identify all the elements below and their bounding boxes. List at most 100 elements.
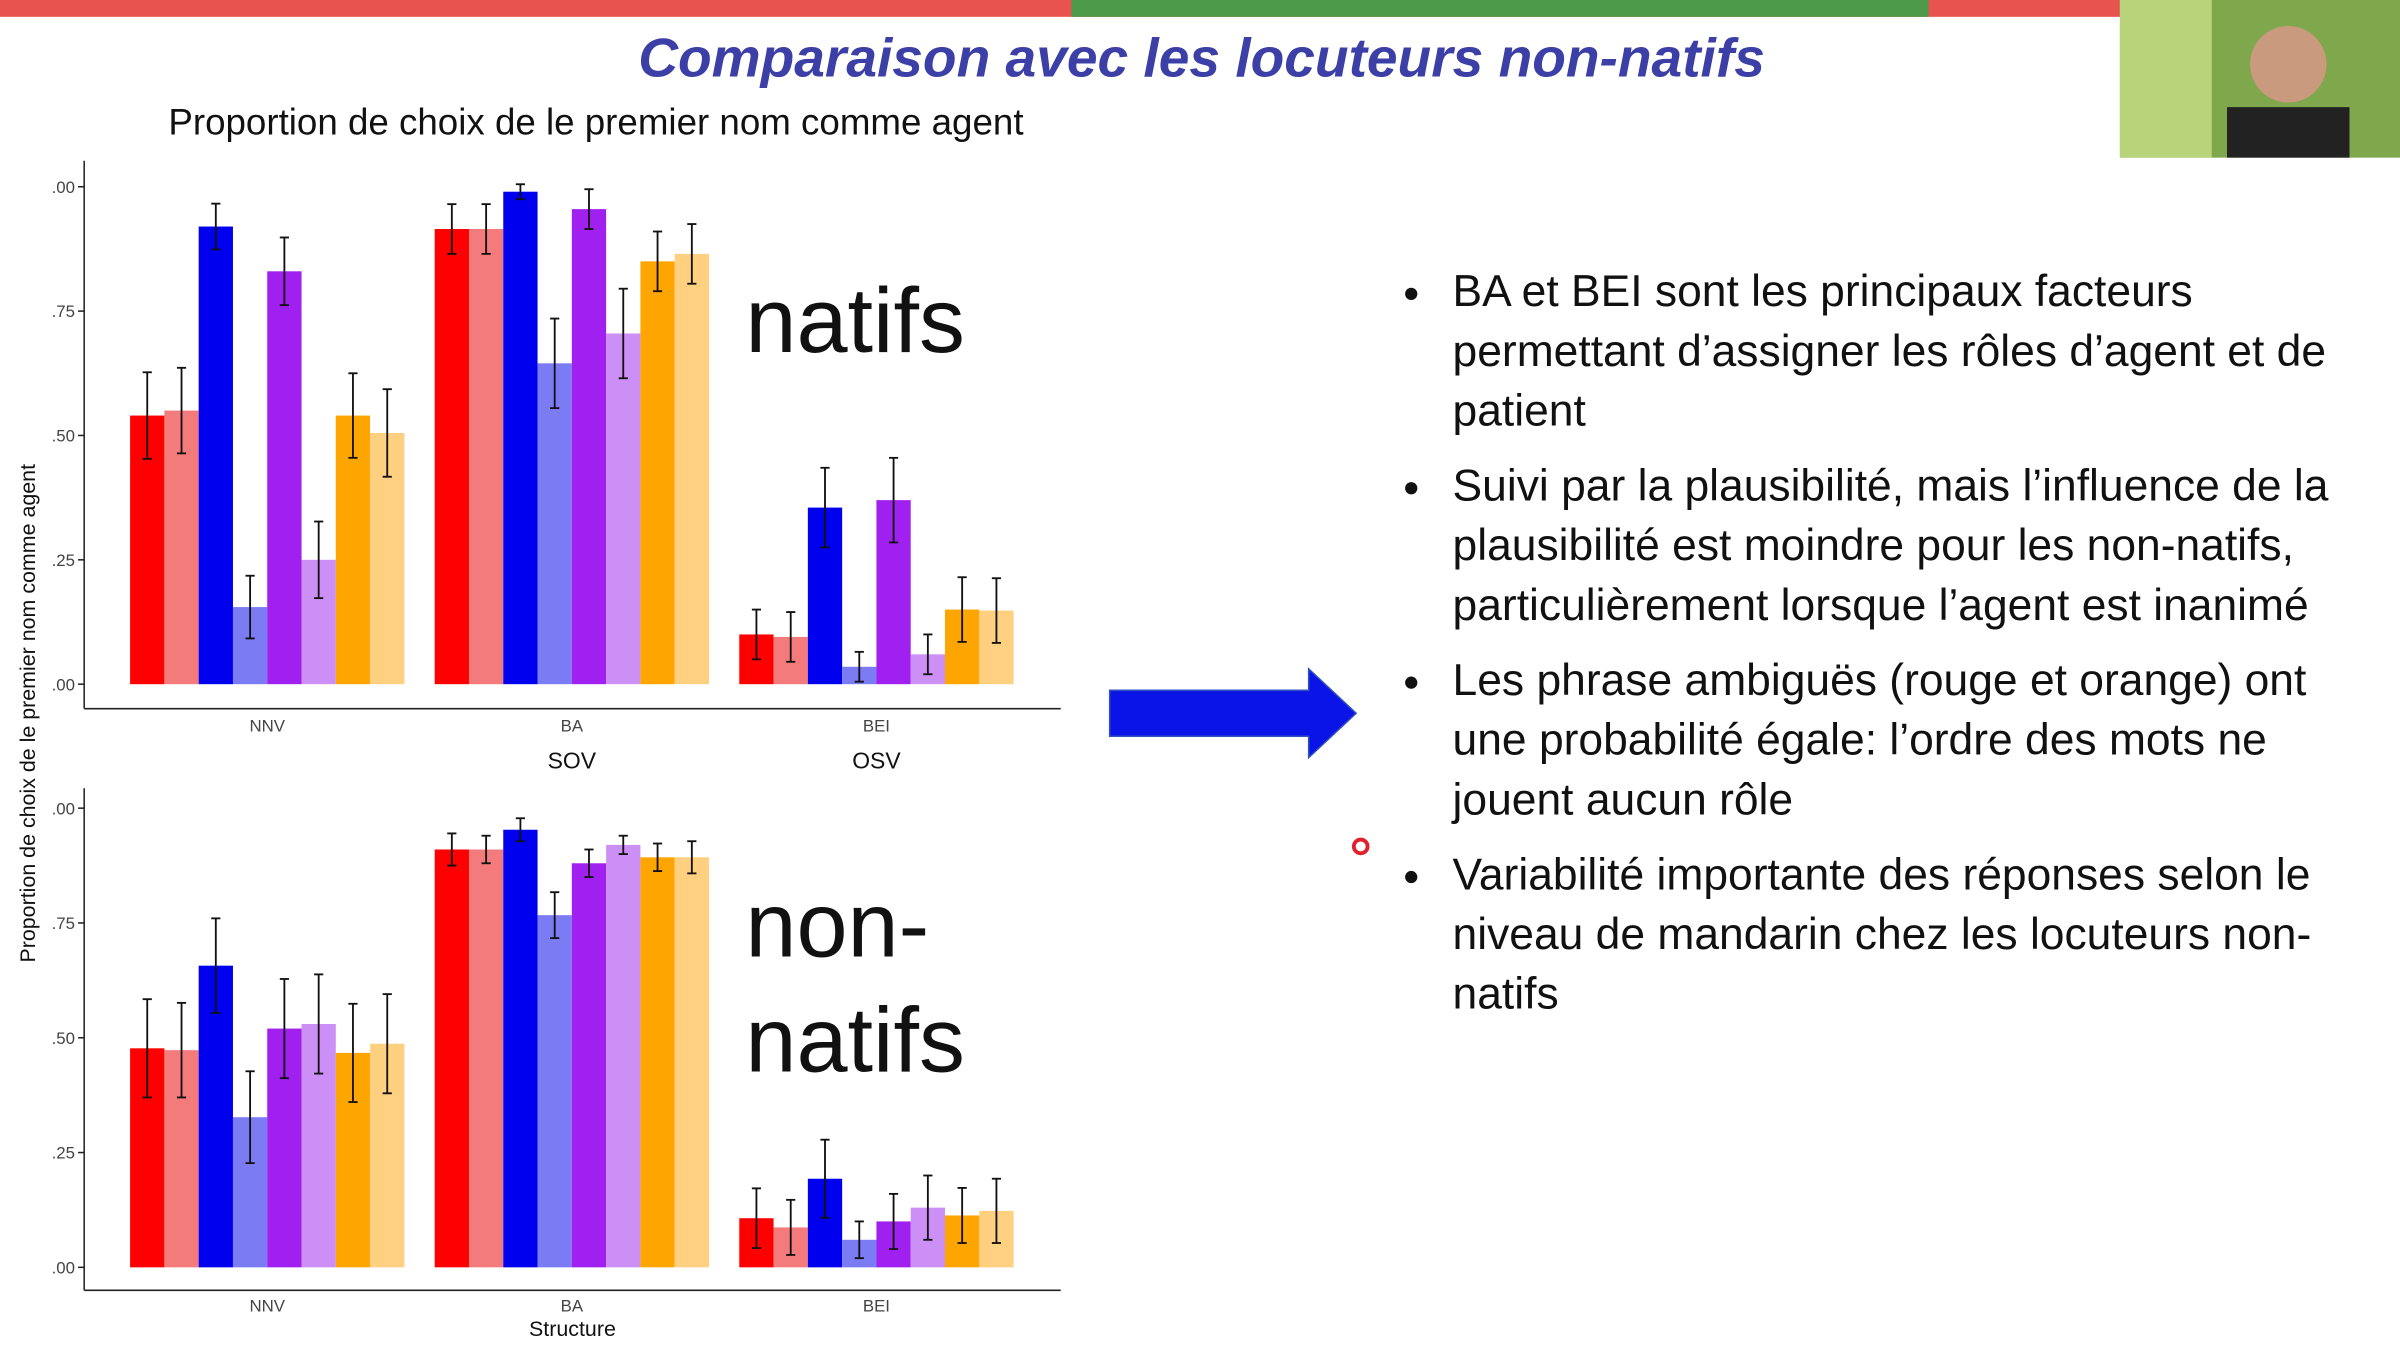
bar xyxy=(198,965,233,1268)
bar xyxy=(468,849,504,1268)
chart-title: Proportion de choix de le premier nom co… xyxy=(168,102,1023,143)
y-tick-label: .00 xyxy=(52,1258,75,1277)
error-bar xyxy=(348,1002,358,1103)
error-bar xyxy=(652,842,663,872)
x-sublabel: SOV xyxy=(548,747,597,773)
bar xyxy=(571,863,607,1268)
bullet-list: BA et BEI sont les principaux facteurs p… xyxy=(1385,263,2365,1025)
bar xyxy=(537,915,572,1268)
bullet: Variabilité importante des réponses selo… xyxy=(1440,846,2364,1025)
error-bar xyxy=(515,183,525,201)
error-bar xyxy=(447,832,457,867)
error-bar xyxy=(348,372,358,459)
error-bar xyxy=(854,650,864,683)
slide-title: Comparaison avec les locuteurs non-natif… xyxy=(638,27,1765,89)
error-bar xyxy=(211,202,221,251)
error-bar xyxy=(211,917,221,1014)
bullet: Suivi par la plausibilité, mais l’influe… xyxy=(1440,458,2364,637)
bullet: BA et BEI sont les principaux facteurs p… xyxy=(1440,263,2364,442)
error-bar xyxy=(991,1177,1002,1244)
error-bar xyxy=(142,998,152,1099)
error-bar xyxy=(142,371,152,460)
bullet: Les phrase ambiguës (rouge et orange) on… xyxy=(1440,652,2364,831)
error-bar xyxy=(652,230,663,293)
error-bar xyxy=(687,840,697,875)
top-stripe-accent xyxy=(1071,0,1929,17)
x-tick-label: BA xyxy=(561,717,584,736)
error-bar xyxy=(854,1220,864,1260)
annotation: non- xyxy=(745,875,929,977)
error-bar xyxy=(618,287,628,380)
error-bar xyxy=(481,834,491,865)
y-tick-label: .00 xyxy=(52,799,75,818)
error-bar xyxy=(751,1187,762,1249)
y-tick-label: .00 xyxy=(52,178,75,197)
bullets-box: BA et BEI sont les principaux facteurs p… xyxy=(1385,263,2365,1212)
y-tick-label: .50 xyxy=(52,427,75,446)
arrow xyxy=(1108,667,1358,760)
bar xyxy=(335,415,371,685)
error-bar xyxy=(786,611,796,663)
error-bar xyxy=(279,236,289,307)
bar xyxy=(674,253,709,685)
error-bar xyxy=(820,466,830,549)
error-bar xyxy=(314,973,324,1075)
x-tick-label: BEI xyxy=(863,1297,890,1316)
error-bar xyxy=(382,388,392,478)
x-tick-label: NNV xyxy=(249,1297,285,1316)
error-bar xyxy=(618,834,628,855)
error-bar xyxy=(245,1070,255,1165)
annotation: natifs xyxy=(745,989,964,1091)
error-bar xyxy=(751,608,762,661)
bar xyxy=(468,229,504,685)
error-bar xyxy=(957,1186,967,1244)
bar xyxy=(674,857,709,1268)
error-bar xyxy=(382,993,392,1095)
error-bar xyxy=(786,1198,796,1256)
x-tick-label: NNV xyxy=(249,717,285,736)
bar xyxy=(164,410,199,685)
error-bar xyxy=(584,188,594,230)
error-bar xyxy=(176,1001,187,1099)
error-bar xyxy=(515,817,525,843)
bar xyxy=(571,209,607,685)
y-tick-label: .75 xyxy=(52,302,75,321)
laser-pointer xyxy=(1351,837,1370,856)
x-tick-label: BEI xyxy=(863,717,890,736)
error-bar xyxy=(245,574,255,640)
bar xyxy=(606,844,641,1268)
bar xyxy=(503,829,538,1268)
error-bar xyxy=(176,366,187,455)
bar xyxy=(503,191,538,685)
error-bar xyxy=(550,891,560,940)
bar xyxy=(267,271,302,685)
webcam xyxy=(2119,0,2400,158)
error-bar xyxy=(888,1192,899,1250)
bar xyxy=(434,849,469,1268)
error-bar xyxy=(888,456,899,544)
bar xyxy=(198,226,233,685)
error-bar xyxy=(584,848,594,878)
error-bar xyxy=(314,520,324,600)
error-bar xyxy=(550,317,560,410)
bar xyxy=(606,333,641,685)
x-tick-label: BA xyxy=(561,1297,584,1316)
x-axis-label: Structure xyxy=(529,1317,616,1341)
bar xyxy=(130,415,165,685)
error-bar xyxy=(923,633,933,676)
y-tick-label: .75 xyxy=(52,914,75,933)
error-bar xyxy=(957,576,967,643)
bar xyxy=(640,261,675,685)
error-bar xyxy=(447,203,457,255)
y-tick-label: .50 xyxy=(52,1029,75,1048)
y-tick-label: .25 xyxy=(52,551,75,570)
error-bar xyxy=(687,223,697,285)
x-sublabel: OSV xyxy=(852,747,901,773)
bar xyxy=(537,363,572,685)
y-axis-label: Proportion de choix de le premier nom co… xyxy=(16,464,40,963)
y-tick-label: .25 xyxy=(52,1144,75,1163)
error-bar xyxy=(279,978,289,1080)
bar xyxy=(434,229,469,685)
